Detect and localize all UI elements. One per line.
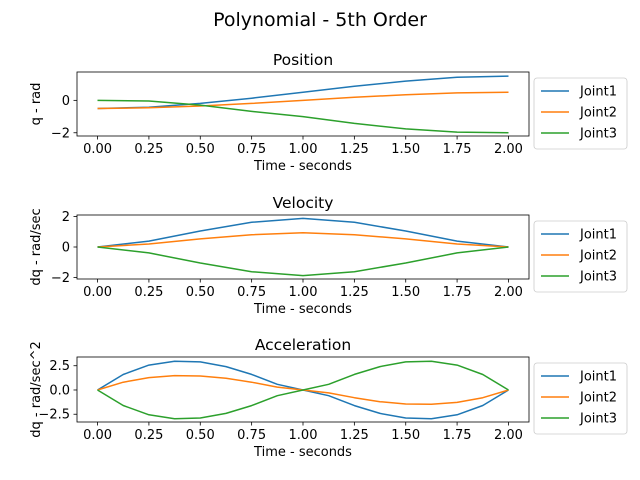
- legend-frame: [533, 77, 628, 150]
- y-tick-label: 2: [62, 210, 70, 225]
- x-tick-label: 0.00: [83, 428, 112, 443]
- legend-label: Joint1: [579, 85, 617, 100]
- x-tick-label: 1.00: [289, 142, 318, 157]
- y-tick-label: 0.0: [49, 383, 70, 398]
- series-line-joint3: [97, 246, 509, 277]
- x-axis-label: Time - seconds: [253, 302, 352, 317]
- legend-label: Joint2: [579, 249, 617, 264]
- figure-suptitle: Polynomial - 5th Order: [213, 9, 427, 31]
- y-tick-label: −2: [51, 126, 70, 141]
- legend-label: Joint3: [579, 412, 617, 427]
- x-tick-label: 1.75: [443, 428, 472, 443]
- subplot-1: Position 0.00 0.25 0.50 0.75 1.00 1.25 1.50 1.75…: [29, 51, 628, 174]
- legend-label: Joint2: [579, 391, 617, 406]
- x-tick-label: 0.25: [134, 142, 163, 157]
- y-tick-label: −2: [51, 271, 70, 286]
- legend: Joint1 Joint2 Joint3: [533, 220, 628, 293]
- x-tick-label: 1.50: [391, 142, 420, 157]
- x-tick-label: 2.00: [494, 142, 523, 157]
- x-tick-label: 0.75: [237, 428, 266, 443]
- subplot-title: Acceleration: [255, 336, 351, 354]
- x-tick-label: 1.00: [289, 285, 318, 300]
- subplot-title: Position: [273, 51, 333, 69]
- axes-frame: [76, 214, 530, 280]
- legend: Joint1 Joint2 Joint3: [533, 77, 628, 150]
- y-axis-label: q - rad: [29, 83, 44, 126]
- series-line-joint1: [97, 217, 509, 248]
- legend-label: Joint1: [579, 370, 617, 385]
- x-tick-label: 1.50: [391, 285, 420, 300]
- series-line-joint2: [97, 91, 509, 110]
- x-axis-label: Time - seconds: [253, 159, 352, 174]
- subplot-2: Velocity 0.00 0.25 0.50 0.75 1.00 1.25 1.50 1.75…: [29, 194, 628, 317]
- x-tick-label: 0.00: [83, 285, 112, 300]
- series-line-joint1: [97, 75, 509, 110]
- legend-frame: [533, 220, 628, 293]
- y-axis-label: dq - rad/sec^2: [29, 341, 44, 437]
- x-tick-label: 1.25: [340, 285, 369, 300]
- legend: Joint1 Joint2 Joint3: [533, 362, 628, 435]
- legend-label: Joint3: [579, 270, 617, 285]
- series-line-joint3: [97, 360, 509, 420]
- y-axis-label: dq - rad/sec: [29, 208, 44, 285]
- x-tick-label: 0.50: [186, 285, 215, 300]
- y-tick-label: −2.5: [38, 408, 70, 423]
- x-tick-label: 1.75: [443, 285, 472, 300]
- x-axis-label: Time - seconds: [253, 445, 352, 460]
- y-tick-label: 0: [62, 241, 70, 256]
- x-tick-label: 1.25: [340, 142, 369, 157]
- y-tick-label: 2.5: [49, 359, 70, 374]
- x-tick-label: 1.50: [391, 428, 420, 443]
- legend-label: Joint2: [579, 106, 617, 121]
- series-line-joint2: [97, 231, 509, 248]
- legend-label: Joint3: [579, 127, 617, 142]
- x-tick-label: 0.00: [83, 142, 112, 157]
- series-line-joint3: [97, 99, 509, 134]
- x-tick-label: 0.75: [237, 285, 266, 300]
- axes-frame: [76, 71, 530, 137]
- subplot-title: Velocity: [273, 194, 334, 212]
- x-tick-label: 1.00: [289, 428, 318, 443]
- y-tick-label: 0: [62, 94, 70, 109]
- x-tick-label: 0.75: [237, 142, 266, 157]
- legend-frame: [533, 362, 628, 435]
- x-tick-label: 0.25: [134, 285, 163, 300]
- x-tick-label: 2.00: [494, 285, 523, 300]
- x-tick-label: 0.50: [186, 428, 215, 443]
- subplot-3: Acceleration 0.00 0.25 0.50 0.75 1.00 1.25 1.50…: [29, 336, 628, 460]
- x-tick-label: 0.25: [134, 428, 163, 443]
- x-tick-label: 1.25: [340, 428, 369, 443]
- x-tick-label: 0.50: [186, 142, 215, 157]
- legend-label: Joint1: [579, 228, 617, 243]
- x-tick-label: 1.75: [443, 142, 472, 157]
- x-tick-label: 2.00: [494, 428, 523, 443]
